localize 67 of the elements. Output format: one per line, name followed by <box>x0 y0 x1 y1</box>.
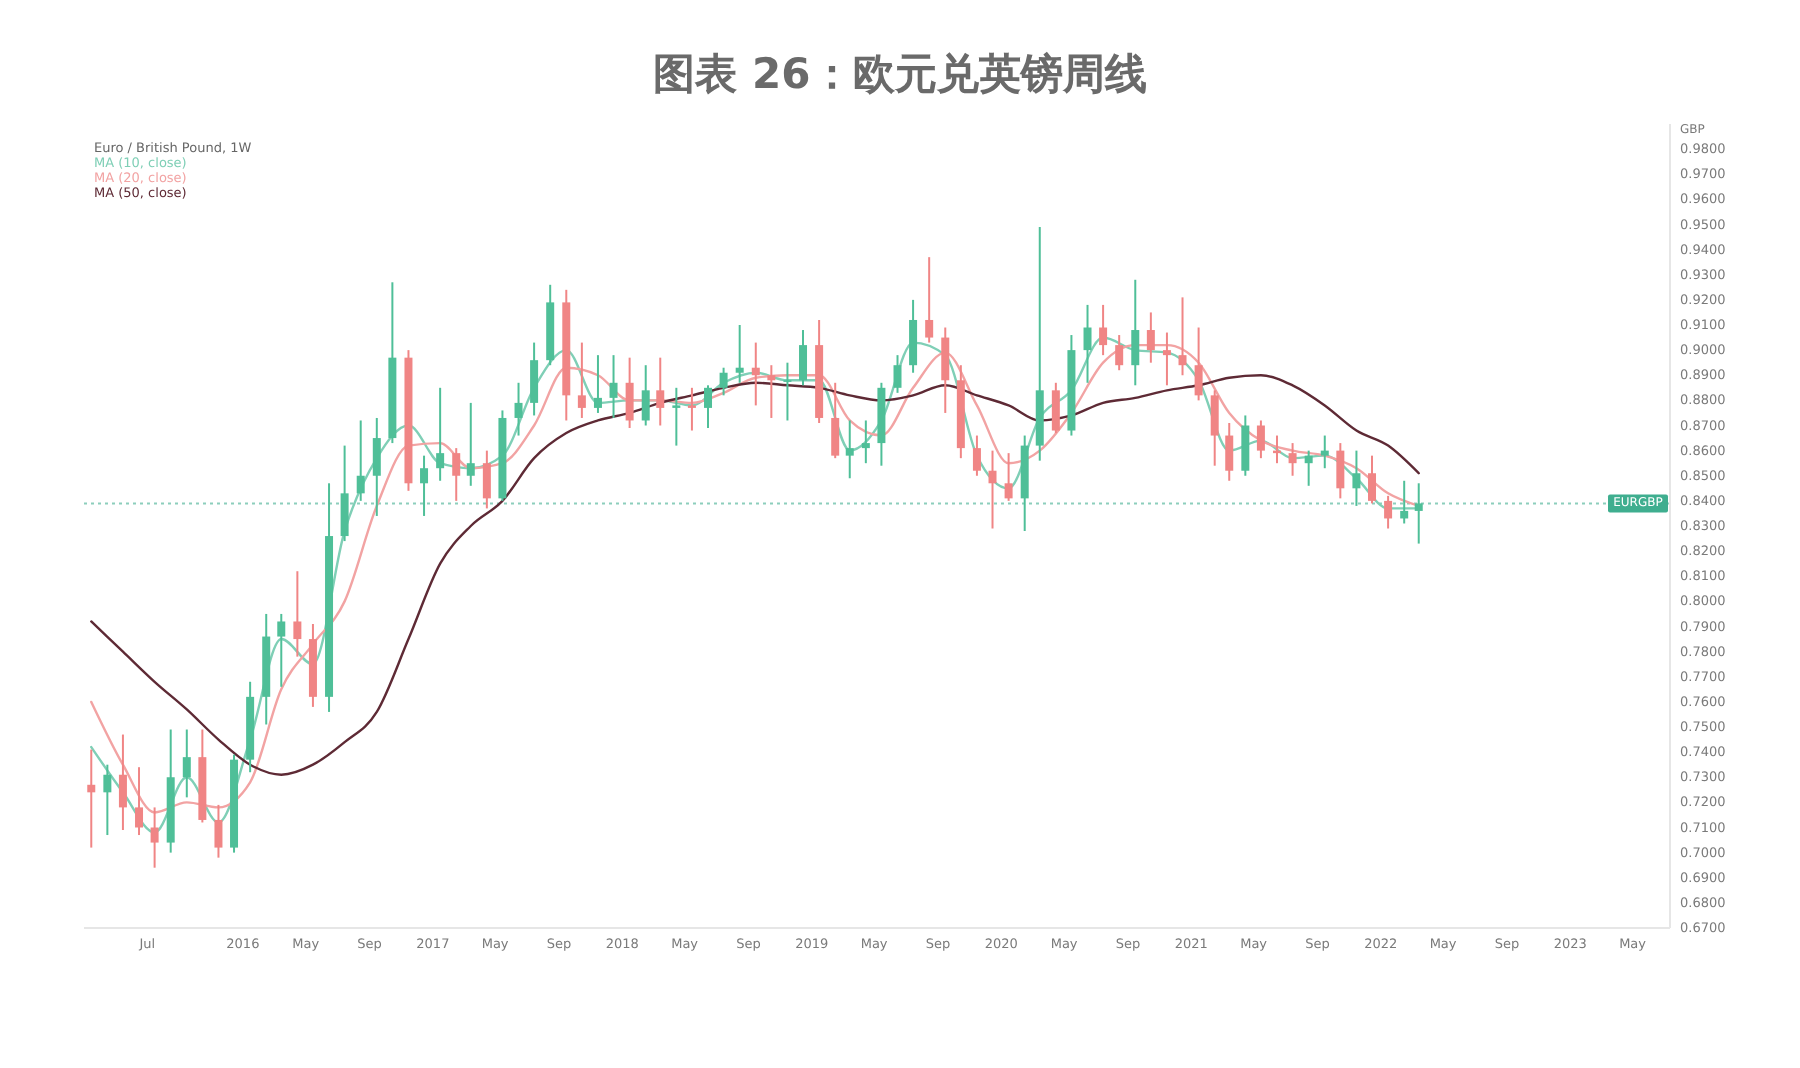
candlestick <box>687 386 696 432</box>
candlestick <box>1051 381 1060 435</box>
candlestick <box>831 381 840 460</box>
candlestick <box>893 354 902 394</box>
candlestick <box>1146 311 1155 364</box>
candlestick <box>861 419 870 465</box>
candlestick <box>845 419 854 480</box>
candlestick <box>593 354 602 414</box>
candlestick <box>1304 449 1313 487</box>
candlestick <box>1288 442 1297 477</box>
candlestick <box>214 803 223 859</box>
candlestick <box>1320 434 1329 470</box>
candlestick <box>530 341 539 417</box>
candlestick <box>1414 482 1423 545</box>
candlestick <box>1352 449 1361 507</box>
candlestick <box>972 434 981 477</box>
candlestick <box>1368 454 1377 505</box>
candlestick <box>751 341 760 407</box>
candlestick <box>293 570 302 658</box>
candlestick <box>182 728 191 799</box>
candlestick <box>625 356 634 430</box>
candlestick <box>1131 278 1140 387</box>
candlestick <box>909 298 918 374</box>
candlestick <box>783 361 792 422</box>
candlestick <box>1384 494 1393 530</box>
candlestick <box>340 444 349 543</box>
candlestick <box>1083 303 1092 384</box>
candlestick <box>704 384 713 430</box>
candlestick <box>1336 442 1345 500</box>
candlestick <box>420 454 429 517</box>
candlestick <box>87 748 96 849</box>
candlestick <box>641 364 650 427</box>
candlestick <box>988 449 997 530</box>
candlestick <box>1178 296 1187 377</box>
candlestick <box>672 386 681 447</box>
candlestick <box>452 447 461 502</box>
candlestick <box>609 354 618 419</box>
candlestick <box>656 356 665 427</box>
candlestick <box>767 364 776 419</box>
candlestick <box>1099 303 1108 357</box>
candlestick <box>103 763 112 837</box>
candlestick <box>1225 421 1234 482</box>
candlestick <box>372 416 381 517</box>
candlestick <box>735 324 744 384</box>
candlestick <box>941 326 950 414</box>
candlestick <box>1115 334 1124 372</box>
candlestick <box>118 733 127 832</box>
candlestick <box>799 329 808 387</box>
candlestick <box>577 341 586 419</box>
candlestick <box>514 381 523 437</box>
candlestick <box>436 386 445 482</box>
candlestick <box>1004 452 1013 502</box>
candlestick <box>277 612 286 688</box>
candlestick <box>1162 331 1171 387</box>
candlestick <box>150 806 159 869</box>
candlestick <box>1256 419 1265 460</box>
candlestick <box>135 766 144 837</box>
candlestick <box>1241 414 1250 477</box>
candlestick <box>1210 389 1219 467</box>
candlestick <box>719 366 728 397</box>
candlestick <box>1400 479 1409 525</box>
candlestick <box>356 419 365 502</box>
candlestick <box>1194 326 1203 402</box>
candlestick <box>482 449 491 510</box>
candlestick <box>925 256 934 344</box>
candlestick <box>466 401 475 487</box>
chart-title: 图表 26：欧元兑英镑周线 <box>653 50 1147 98</box>
